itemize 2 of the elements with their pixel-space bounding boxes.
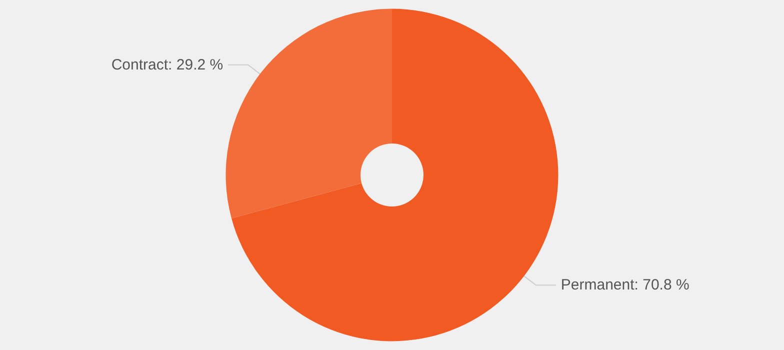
slice-label: Permanent: 70.8 % bbox=[560, 276, 690, 294]
slice-label: Contract: 29.2 % bbox=[111, 56, 224, 74]
